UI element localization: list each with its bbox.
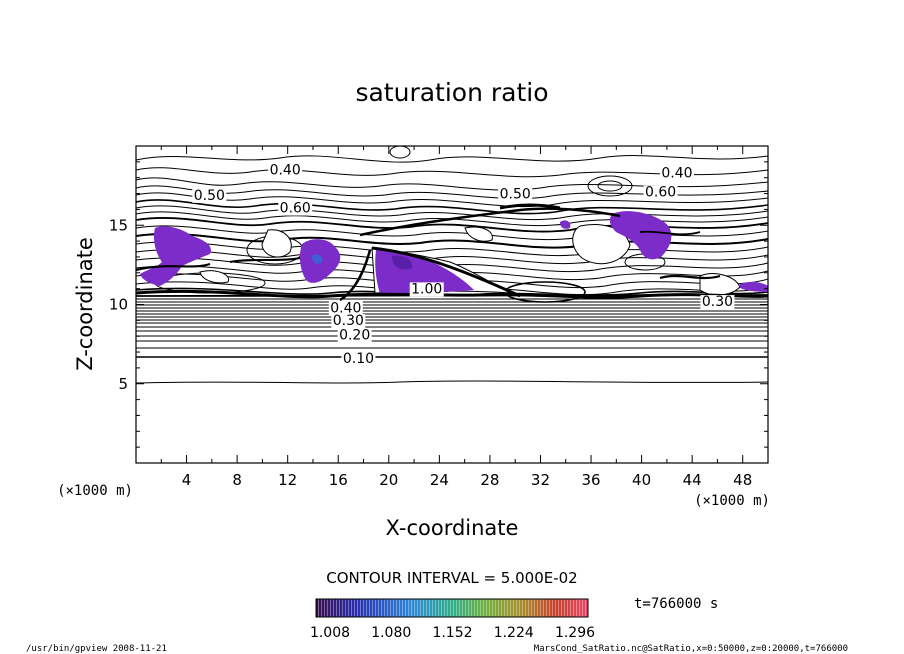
contour-label: 0.30: [702, 294, 733, 310]
x-tick-label: 32: [531, 471, 550, 489]
shaded-region: [312, 254, 323, 264]
colorbar: [315, 598, 589, 618]
contour-label: 0.40: [661, 166, 692, 182]
x-tick-label: 40: [632, 471, 651, 489]
shaded-region: [140, 226, 211, 286]
colorbar-tick-label: 1.008: [310, 625, 350, 641]
colorbar-stripes: [316, 599, 588, 617]
contour-label: 1.00: [411, 281, 442, 297]
contour-label: 0.10: [343, 351, 374, 367]
chart-title: saturation ratio: [355, 78, 548, 107]
contour-label-bg: [498, 187, 533, 202]
contour-label-bg: [331, 314, 366, 329]
contour-label: 0.50: [194, 188, 225, 204]
contour-label: 0.60: [645, 185, 676, 201]
contour-label-bg: [268, 163, 303, 178]
colorbar-tick-label: 1.080: [371, 625, 411, 641]
contour-label-bg: [328, 301, 363, 316]
y-axis-label: Z-coordinate: [73, 237, 97, 371]
x-tick-label: 44: [683, 471, 702, 489]
colorbar-tick-label: 1.224: [494, 625, 534, 641]
contour-label-bg: [192, 188, 227, 203]
x-tick-label: 48: [733, 471, 752, 489]
x-tick-label: 4: [182, 471, 192, 489]
y-tick-label: 15: [109, 216, 128, 234]
x-tick-label: 8: [232, 471, 242, 489]
contour-label-bg: [409, 282, 444, 297]
dense-contour-bands: [136, 203, 768, 302]
x-axis-label: X-coordinate: [386, 516, 519, 540]
x-tick-label: 12: [278, 471, 297, 489]
colorbar-ticks: 1.008 1.080 1.152 1.224 1.296: [310, 625, 595, 641]
x-tick-label: 24: [430, 471, 449, 489]
contour-label: 0.20: [339, 327, 370, 343]
time-label: t=766000 s: [634, 596, 718, 612]
x-axis-ticks: 4 8 12 16 20 24 28 32 36 40 44 48: [160, 146, 752, 489]
contour-label-bg: [700, 295, 735, 310]
contour-label-bg: [643, 185, 678, 200]
contour-label: 0.40: [330, 300, 361, 316]
y-tick-label: 5: [118, 375, 128, 393]
colorbar-tick-label: 1.296: [555, 625, 595, 641]
x-unit-label: (×1000 m): [694, 493, 770, 509]
contour-label-bg: [341, 352, 376, 367]
contour-label-bg: [278, 201, 313, 216]
shaded-region: [560, 220, 571, 229]
contour-label-bg: [659, 166, 694, 181]
x-tick-label: 36: [581, 471, 600, 489]
x-tick-label: 28: [480, 471, 499, 489]
shaded-region: [740, 281, 768, 292]
contour-label: 0.30: [333, 313, 364, 329]
footer-left: /usr/bin/gpview 2008-11-21: [26, 644, 167, 654]
colorbar-tick-label: 1.152: [432, 625, 472, 641]
y-tick-label: 10: [109, 296, 128, 314]
x-tick-label: 20: [379, 471, 398, 489]
footer-right: MarsCond_SatRatio.nc@SatRatio,x=0:50000,…: [534, 644, 848, 654]
contour-labels: 0.400.500.600.500.400.600.301.000.400.30…: [192, 163, 735, 367]
lower-contour-lines: [136, 294, 768, 384]
shaded-region: [609, 211, 672, 260]
contour-label: 0.40: [270, 163, 301, 179]
z-unit-label: (×1000 m): [57, 483, 133, 499]
x-tick-label: 16: [329, 471, 348, 489]
y-axis-ticks: 5 10 15: [109, 161, 768, 448]
contour-interval-label: CONTOUR INTERVAL = 5.000E-02: [326, 569, 577, 587]
contour-label: 0.60: [280, 201, 311, 217]
contour-label-bg: [337, 328, 372, 343]
contour-label: 0.50: [500, 186, 531, 202]
colorbar-frame: [315, 598, 589, 618]
shaded-region: [392, 255, 413, 270]
supersaturated-regions: [140, 211, 768, 294]
